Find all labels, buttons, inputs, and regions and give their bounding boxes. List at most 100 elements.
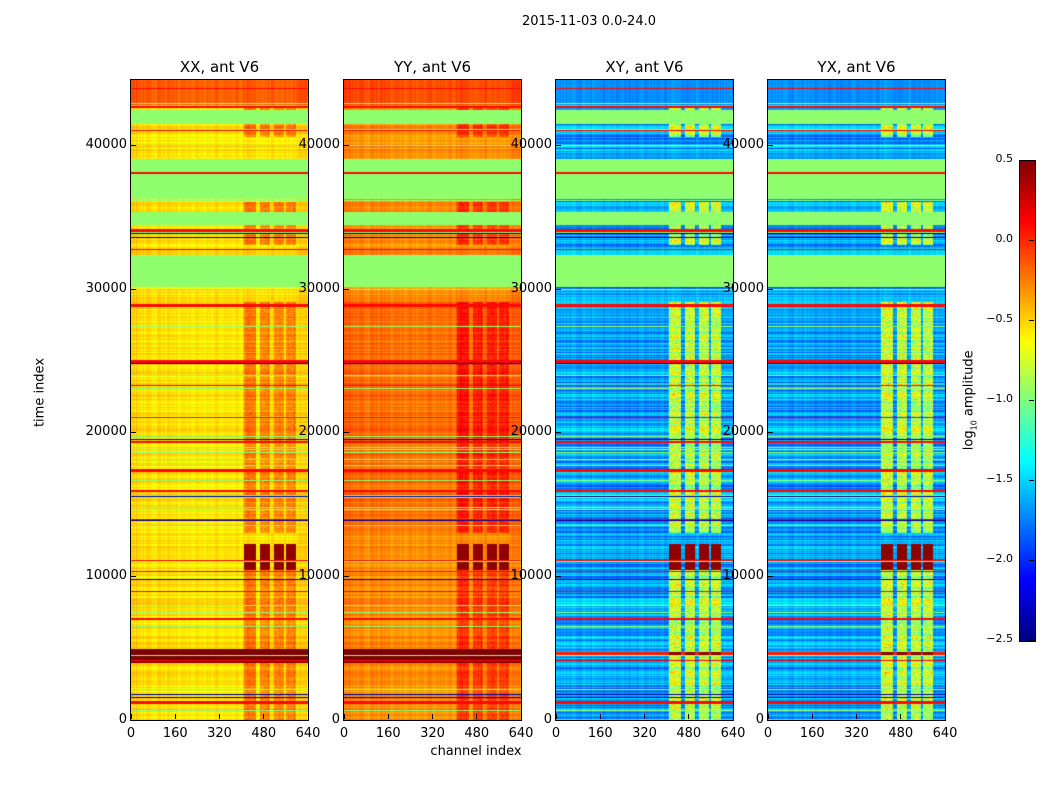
x-tick [732,714,734,719]
y-tick [768,432,773,434]
y-tick [131,144,136,146]
x-tick-label: 320 [420,726,445,741]
y-tick-label: 10000 [722,568,764,584]
heatmap-xy [556,80,733,720]
y-tick [344,288,349,290]
y-tick-label: 20000 [510,424,552,440]
x-tick [644,714,645,719]
panel-xx: XX, ant V6 0 160 320 480 640 0 10000 20000 30000 4… [86,58,321,741]
x-tick [307,714,309,719]
y-tick-label: 40000 [85,136,127,152]
colorbar-label: log10 amplitude [961,350,979,451]
x-tick [432,714,433,719]
x-tick-label: 480 [464,726,490,741]
x-tick-label: 0 [126,726,136,741]
y-tick [556,720,561,721]
colorbar-tick [1029,400,1034,401]
y-tick [768,144,773,146]
x-tick [856,714,857,719]
panel-title: YY, ant V6 [393,58,471,76]
x-tick [811,714,813,719]
y-tick-label: 10000 [510,568,552,584]
x-tick [130,714,132,719]
colorbar-tick [1029,240,1034,241]
y-tick-label: 20000 [85,424,127,440]
x-tick-label: 160 [162,726,188,741]
y-tick [131,432,136,434]
colorbar-tick-label: 0.5 [995,152,1014,165]
panel-title: XX, ant V6 [179,58,260,76]
colorbar-tick [1029,320,1034,321]
x-tick-label: 0 [339,726,349,741]
y-tick [556,576,561,578]
y-tick-label: 40000 [298,136,340,152]
y-tick [344,144,349,146]
colorbar-tick-label: 0.0 [995,232,1014,245]
y-tick [344,576,349,578]
colorbar-tick [1029,640,1034,641]
y-tick-label: 20000 [722,424,764,440]
panel-yx: YX, ant V6 0 160 320 480 640 0 10000 20000 30000 4… [723,58,958,741]
y-axis-label: time index [32,357,48,428]
y-tick [768,576,773,578]
y-tick [131,288,136,290]
x-tick [944,714,946,719]
x-tick-label: 480 [888,726,914,741]
x-tick-label: 0 [763,726,773,741]
x-tick [343,714,345,719]
colorbar [1019,160,1036,642]
x-tick [263,714,265,719]
x-tick [476,714,478,719]
y-tick-label: 0 [543,712,552,727]
y-tick [556,432,561,434]
colorbar-tick-label: −2.5 [986,632,1013,645]
x-tick [599,714,601,719]
x-tick-label: 640 [295,726,321,741]
y-tick [344,432,349,434]
y-tick [768,288,773,290]
x-tick-label: 640 [932,726,958,741]
figure-title: 2015-11-03 0.0-24.0 [522,14,656,29]
y-tick-label: 20000 [298,424,340,440]
x-tick [387,714,389,719]
y-tick-label: 10000 [298,568,340,584]
y-tick-label: 30000 [85,280,127,296]
x-axis-label: channel index [430,744,522,759]
x-tick [174,714,176,719]
y-tick-label: 10000 [85,568,127,584]
y-tick [556,288,561,290]
colorbar-tick-label: −2.0 [986,552,1013,565]
y-tick-label: 40000 [722,136,764,152]
x-tick-label: 160 [375,726,401,741]
colorbar-tick-label: −1.5 [986,472,1013,485]
x-tick [767,714,769,719]
heatmap-yy [344,80,521,720]
heatmap-xx [131,80,308,720]
x-tick [520,714,522,719]
x-tick-label: 640 [720,726,746,741]
colorbar-tick-label: −0.5 [986,312,1013,325]
y-tick-label: 30000 [510,280,552,296]
panel-xy: XY, ant V6 0 160 320 480 640 0 10000 20000 30000 4… [511,58,746,741]
y-tick [344,720,349,721]
panel-title: XY, ant V6 [605,58,684,76]
x-tick-label: 320 [844,726,869,741]
x-tick-label: 160 [799,726,825,741]
x-tick-label: 480 [251,726,277,741]
colorbar-tick [1029,480,1034,481]
x-tick [555,714,557,719]
y-tick-label: 30000 [722,280,764,296]
y-tick-label: 0 [118,712,127,727]
y-tick-label: 0 [755,712,764,727]
y-tick-label: 0 [331,712,340,727]
y-tick [768,720,773,721]
x-tick [219,714,220,719]
x-tick-label: 480 [676,726,702,741]
heatmap-yx [768,80,945,720]
x-tick-label: 640 [508,726,534,741]
panel-title: YX, ant V6 [817,58,896,76]
y-tick [556,144,561,146]
x-tick-label: 160 [587,726,613,741]
x-tick-label: 0 [551,726,561,741]
